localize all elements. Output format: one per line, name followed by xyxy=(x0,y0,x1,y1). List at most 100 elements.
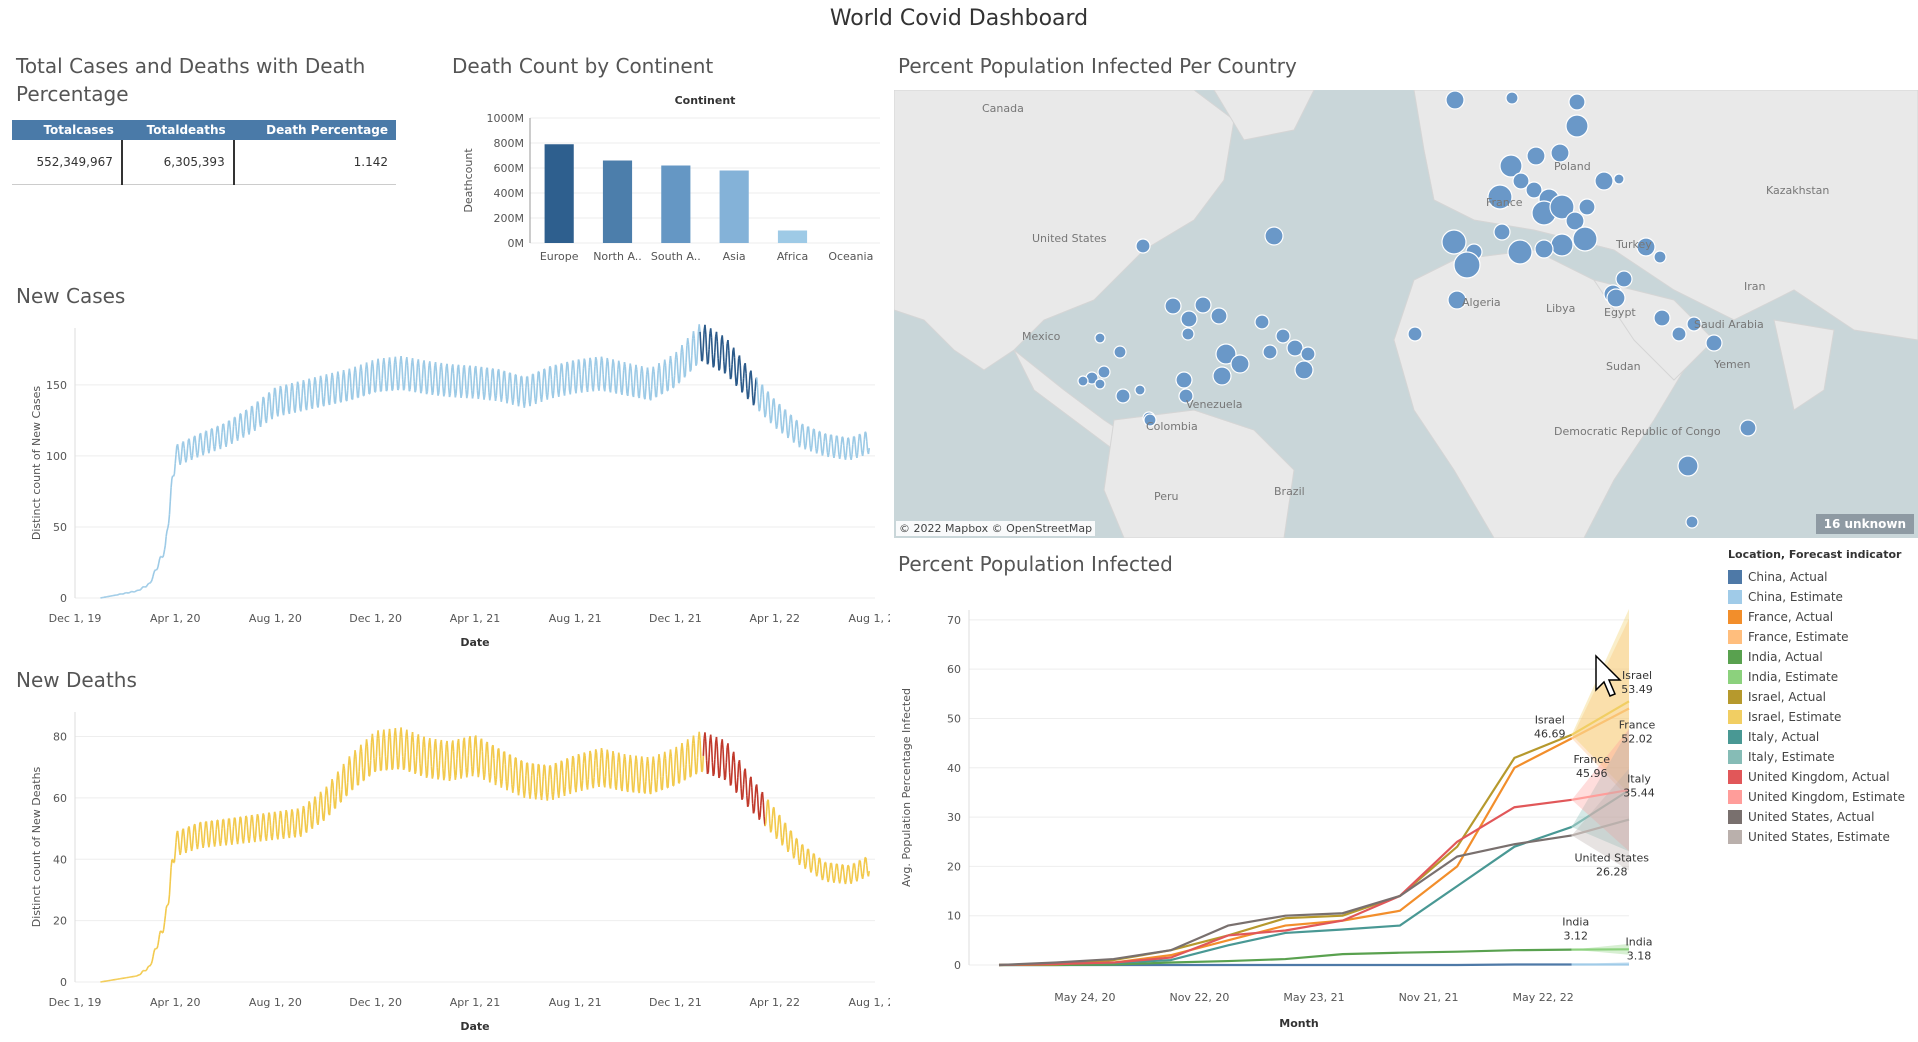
series-line-segment xyxy=(250,814,254,817)
series-line-segment xyxy=(775,425,779,429)
y-tick-label: 1000M xyxy=(487,112,525,125)
series-line-segment xyxy=(186,439,190,449)
bar-header: Continent xyxy=(675,94,736,107)
country-bubble xyxy=(1653,309,1671,327)
legend-item[interactable]: Italy, Actual xyxy=(1728,727,1914,747)
series-line-segment xyxy=(746,804,750,808)
series-line-segment xyxy=(337,376,341,390)
legend-item[interactable]: France, Estimate xyxy=(1728,627,1914,647)
series-line-segment xyxy=(380,390,382,393)
series-line-segment xyxy=(689,369,692,372)
series-line-segment xyxy=(509,754,512,768)
series-line-segment xyxy=(692,735,696,744)
series-line-segment xyxy=(678,768,682,783)
legend-item[interactable]: China, Estimate xyxy=(1728,587,1914,607)
country-bubble xyxy=(1254,314,1270,330)
series-line-segment xyxy=(824,433,828,443)
series-line-segment xyxy=(480,738,484,752)
series-line-segment xyxy=(734,780,737,793)
country-bubble xyxy=(1178,388,1194,404)
legend-item[interactable]: United States, Actual xyxy=(1728,807,1914,827)
series-line-segment xyxy=(683,778,686,781)
x-tick-label: Dec 1, 20 xyxy=(349,996,402,1009)
series-line-segment xyxy=(263,408,267,420)
legend-item[interactable]: United Kingdom, Estimate xyxy=(1728,787,1914,807)
map-attribution[interactable]: © 2022 Mapbox © OpenStreetMap xyxy=(896,521,1096,536)
map-view[interactable]: Canada United States Mexico Colombia Ven… xyxy=(894,90,1918,538)
series-line-segment xyxy=(381,737,384,756)
map-label: Democratic Republic of Congo xyxy=(1554,425,1721,438)
series-line-segment xyxy=(366,746,370,763)
unknown-badge[interactable]: 16 unknown xyxy=(1815,514,1914,534)
series-line-segment xyxy=(402,767,406,771)
series-line-segment xyxy=(736,371,739,385)
x-tick-label: May 24, 20 xyxy=(1054,991,1115,1004)
series-line-segment xyxy=(341,377,344,392)
series-line-segment xyxy=(677,371,680,384)
legend-item[interactable]: Italy, Estimate xyxy=(1728,747,1914,767)
series-line-segment xyxy=(615,778,618,790)
series-line-segment xyxy=(572,360,575,363)
legend-item[interactable]: India, Actual xyxy=(1728,647,1914,667)
series-line-segment xyxy=(273,811,277,815)
country-bubble xyxy=(1445,90,1465,110)
legend-item[interactable]: United Kingdom, Actual xyxy=(1728,767,1914,787)
series-line-segment xyxy=(364,747,367,767)
series-line-segment xyxy=(410,737,413,755)
series-line-segment xyxy=(385,389,388,392)
legend-item[interactable]: China, Actual xyxy=(1728,567,1914,587)
series-line-segment xyxy=(173,463,177,475)
legend-item[interactable]: United States, Estimate xyxy=(1728,827,1914,847)
series-line-segment xyxy=(649,389,653,401)
series-line-segment xyxy=(496,370,499,383)
series-line-segment xyxy=(753,391,756,404)
series-line-segment xyxy=(708,740,711,758)
series-line-segment xyxy=(534,396,538,405)
series-line-segment xyxy=(512,770,516,787)
map-label: Mexico xyxy=(1022,330,1061,343)
series-line-segment xyxy=(431,775,434,779)
series-line-segment xyxy=(684,764,687,780)
series-line-segment xyxy=(515,757,518,772)
forecast-band xyxy=(1571,618,1629,799)
legend-swatch xyxy=(1728,710,1742,724)
series-line-segment xyxy=(395,737,398,756)
series-line-segment xyxy=(343,375,347,389)
series-line-segment xyxy=(162,929,165,934)
map-canvas[interactable]: Canada United States Mexico Colombia Ven… xyxy=(894,90,1918,538)
legend-item[interactable]: India, Estimate xyxy=(1728,667,1914,687)
new-cases-title: New Cases xyxy=(16,284,126,308)
series-line-segment xyxy=(317,814,320,825)
series-line-segment xyxy=(386,754,389,770)
series-line-segment xyxy=(507,768,510,785)
series-line-segment xyxy=(154,569,157,572)
series-line-segment xyxy=(646,757,650,764)
series-line-segment xyxy=(744,363,747,374)
legend-item[interactable]: France, Actual xyxy=(1728,607,1914,627)
series-line-segment xyxy=(645,374,648,389)
legend-item[interactable]: Israel, Estimate xyxy=(1728,707,1914,727)
series-line-segment xyxy=(248,427,251,435)
series-line-segment xyxy=(251,406,255,417)
series-line-segment xyxy=(168,881,172,895)
series-line-segment xyxy=(655,779,659,793)
series-line-segment xyxy=(249,415,252,428)
series-line-segment xyxy=(721,335,724,345)
series-line-segment xyxy=(328,394,332,406)
series-line-segment xyxy=(220,432,223,444)
series-line-segment xyxy=(865,432,868,442)
series-line-segment xyxy=(164,908,167,917)
series-line-segment xyxy=(145,968,148,971)
legend-item[interactable]: Israel, Actual xyxy=(1728,687,1914,707)
series-line-segment xyxy=(579,770,582,787)
series-line-segment xyxy=(740,381,743,393)
series-line-segment xyxy=(420,378,424,392)
series-line-segment xyxy=(441,372,444,388)
series-line-segment xyxy=(668,363,671,379)
series-line-segment xyxy=(834,863,838,871)
series-line-segment xyxy=(518,387,521,401)
series-line-segment xyxy=(444,366,448,381)
series-line-segment xyxy=(443,393,446,397)
series-line-segment xyxy=(455,380,458,394)
y-tick-label: 400M xyxy=(494,187,525,200)
